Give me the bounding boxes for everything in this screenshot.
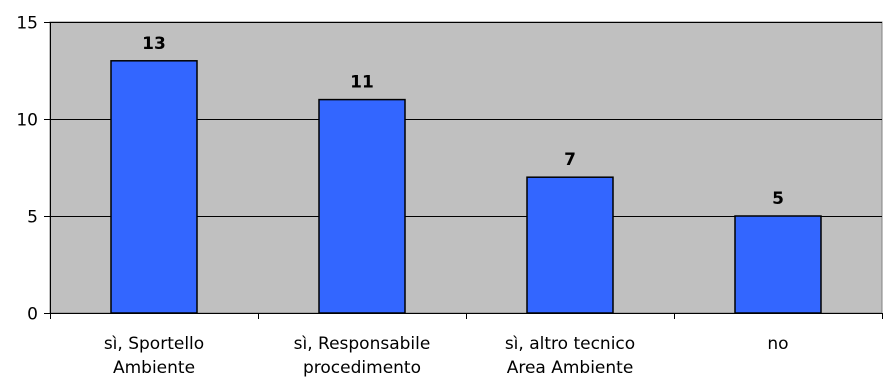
data-label-3: 5: [772, 189, 784, 209]
bar-3: [734, 215, 822, 314]
y-axis-ticks: 0 5 10 15: [16, 14, 50, 325]
data-label-1: 11: [350, 73, 374, 93]
y-tick-label-5: 5: [27, 208, 38, 228]
x-axis-labels: sì, Sportello Ambiente sì, Responsabile pro…: [104, 334, 789, 378]
y-tick-label-15: 15: [16, 14, 38, 34]
bar-2: [526, 176, 614, 314]
y-tick-label-0: 0: [27, 305, 38, 325]
axes: [50, 22, 883, 319]
y-tick-label-10: 10: [16, 111, 38, 131]
category-label-1: sì, Responsabile procedimento: [294, 334, 431, 378]
category-label-1-line-1: procedimento: [303, 358, 421, 378]
category-label-3: no: [767, 334, 788, 354]
category-label-2-line-1: Area Ambiente: [507, 358, 634, 378]
category-label-0: sì, Sportello Ambiente: [104, 334, 204, 378]
bar-0: [110, 60, 198, 314]
category-label-3-line-0: no: [767, 334, 788, 354]
category-label-2: sì, altro tecnico Area Ambiente: [505, 334, 635, 378]
data-label-2: 7: [564, 150, 576, 170]
category-label-0-line-1: Ambiente: [113, 358, 195, 378]
bars: [110, 60, 822, 314]
data-label-0: 13: [142, 34, 166, 54]
category-label-2-line-0: sì, altro tecnico: [505, 334, 635, 354]
category-label-0-line-0: sì, Sportello: [104, 334, 204, 354]
data-labels: 13 11 7 5: [142, 34, 784, 209]
bar-1: [318, 98, 406, 314]
category-label-1-line-0: sì, Responsabile: [294, 334, 431, 354]
